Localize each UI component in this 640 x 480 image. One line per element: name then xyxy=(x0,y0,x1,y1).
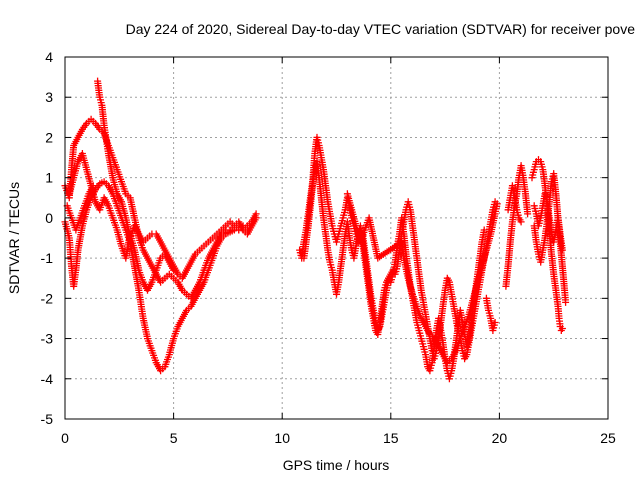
y-tick-label: -5 xyxy=(41,411,54,427)
y-tick-label: 1 xyxy=(45,170,53,186)
series-track-10 xyxy=(504,182,525,226)
x-axis-label: GPS time / hours xyxy=(283,457,390,473)
grid-layer xyxy=(65,57,608,419)
series-track-4 xyxy=(65,150,178,294)
series-track-13 xyxy=(530,190,566,254)
data-point xyxy=(252,214,260,222)
x-tick-label: 10 xyxy=(274,430,290,446)
chart-title: Day 224 of 2020, Sidereal Day-to-day VTE… xyxy=(126,21,636,37)
data-point xyxy=(517,218,525,226)
series-track-3 xyxy=(63,77,260,282)
data-point xyxy=(524,210,532,218)
x-tick-label: 20 xyxy=(492,430,508,446)
series-track-12 xyxy=(530,170,570,306)
y-axis-label: SDTVAR / TECUs xyxy=(6,182,22,294)
data-points-layer xyxy=(61,77,570,383)
y-tick-label: 3 xyxy=(45,89,53,105)
x-tick-label: 0 xyxy=(61,430,69,446)
data-point xyxy=(562,298,570,306)
series-track-1 xyxy=(61,115,260,302)
data-point xyxy=(491,319,499,326)
plot-frame xyxy=(64,56,609,420)
data-point xyxy=(558,325,566,332)
y-tick-label: 4 xyxy=(45,49,53,65)
y-tick-label: -2 xyxy=(41,290,54,306)
y-tick-label: -4 xyxy=(41,371,54,387)
tick-layer: 0 5 10 15 20 25 -5 -4 -3 -2 -1 0 1 2 3 4 xyxy=(41,49,616,446)
data-point xyxy=(558,246,566,254)
series-track-9 xyxy=(502,162,532,290)
y-tick-label: -3 xyxy=(41,331,54,347)
data-point xyxy=(170,266,178,274)
series-track-7 xyxy=(343,190,501,367)
x-tick-label: 15 xyxy=(383,430,399,446)
y-tick-label: 0 xyxy=(45,210,53,226)
data-point xyxy=(480,226,488,234)
y-tick-label: -1 xyxy=(41,250,54,266)
data-point xyxy=(493,200,501,208)
x-tick-label: 25 xyxy=(600,430,616,446)
series-track-8 xyxy=(482,294,499,334)
y-tick-label: 2 xyxy=(45,129,53,145)
x-tick-label: 5 xyxy=(170,430,178,446)
